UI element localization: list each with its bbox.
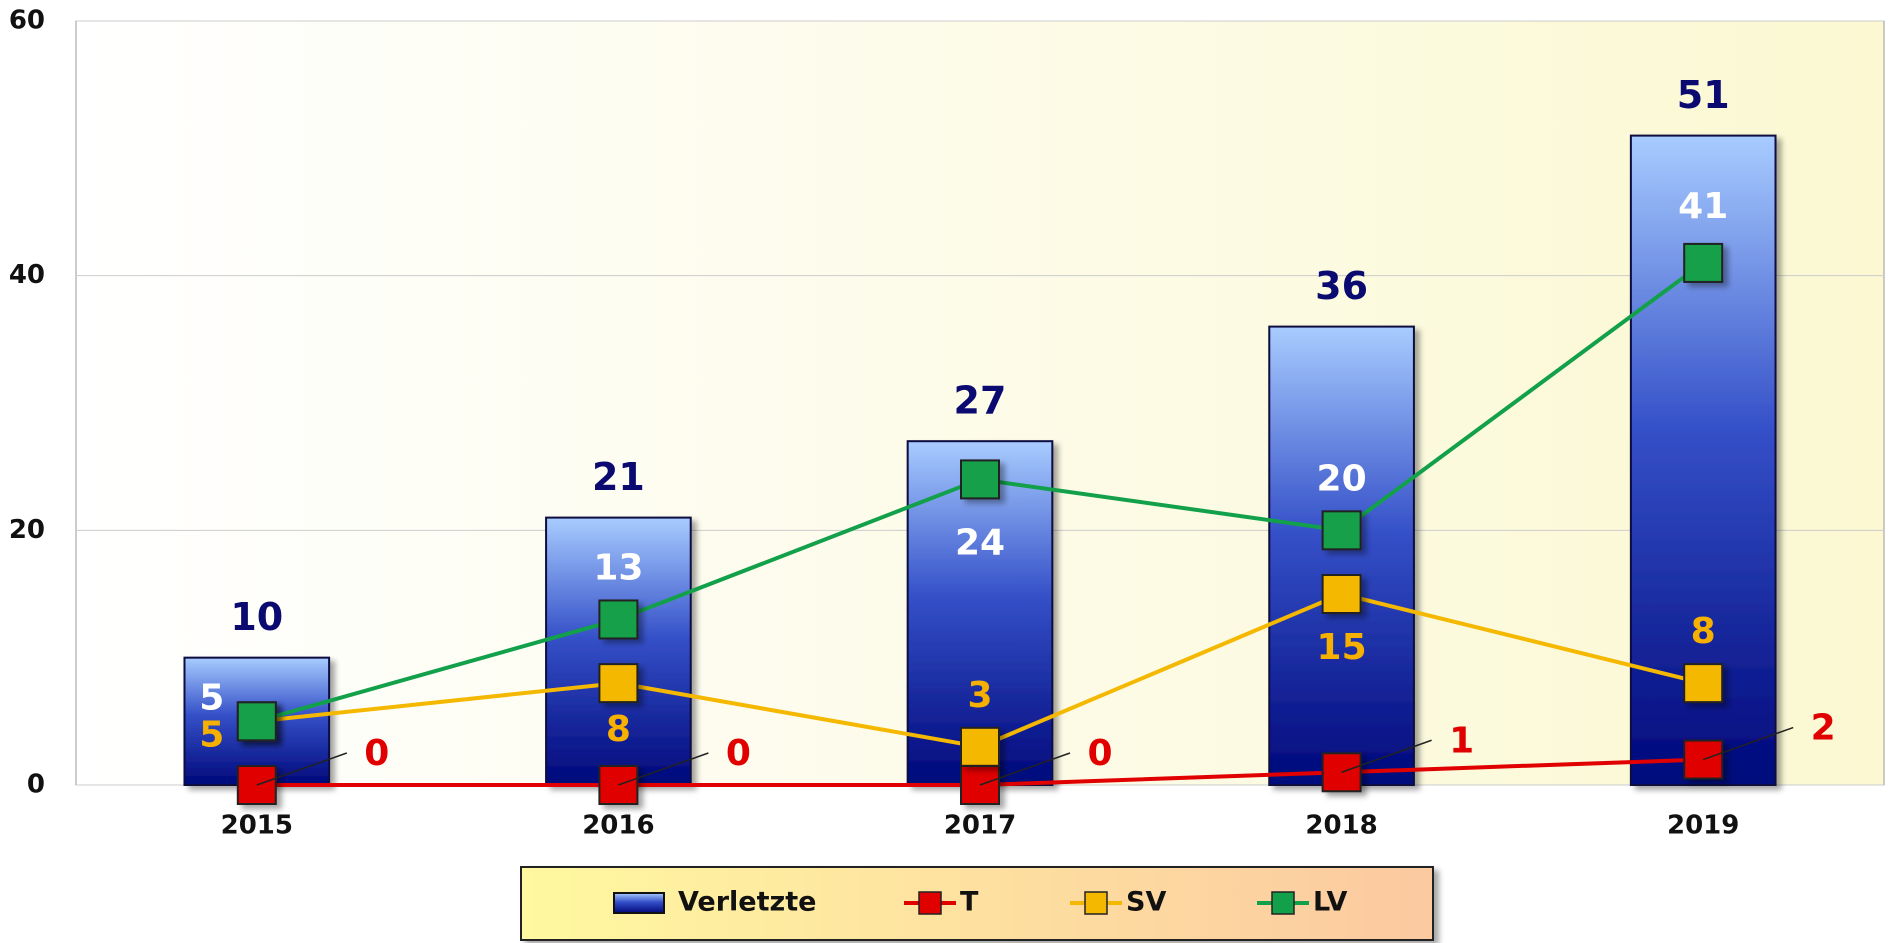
data-label: 20: [1317, 458, 1367, 499]
legend-label: Verletzte: [678, 887, 816, 918]
data-label: 0: [364, 733, 389, 774]
data-label: 0: [726, 733, 751, 774]
bar-value-label: 10: [230, 595, 283, 639]
legend-marker: [918, 891, 942, 915]
data-label: 5: [199, 714, 224, 755]
bar-value-label: 27: [954, 379, 1007, 423]
marker: [1683, 663, 1724, 704]
data-label: 13: [593, 547, 643, 588]
data-label: 3: [967, 675, 992, 716]
leader-line: [618, 752, 709, 786]
x-tick-label: 2018: [1305, 811, 1377, 841]
bar-value-label: 21: [592, 455, 645, 499]
legend-swatch: [613, 892, 665, 914]
y-tick-label: 60: [9, 6, 45, 36]
x-tick-label: 2016: [582, 811, 654, 841]
data-label: 8: [1691, 611, 1716, 652]
data-label: 41: [1678, 186, 1728, 227]
marker: [1321, 574, 1362, 614]
data-label: 8: [606, 709, 631, 750]
marker: [1683, 242, 1724, 283]
marker: [960, 459, 1000, 500]
marker: [598, 599, 639, 640]
leader-line: [256, 752, 348, 786]
bar: [545, 516, 692, 786]
bar-value-label: 36: [1315, 264, 1368, 308]
marker: [960, 726, 1000, 767]
data-label: 5: [199, 677, 224, 718]
data-label: 15: [1317, 627, 1367, 668]
legend-label: T: [960, 887, 979, 918]
legend-label: LV: [1313, 887, 1347, 918]
y-tick-label: 20: [9, 515, 45, 545]
leader-line: [1341, 739, 1432, 773]
legend-marker: [1084, 891, 1108, 915]
x-tick-label: 2015: [221, 811, 293, 841]
data-label: 0: [1087, 733, 1112, 774]
data-label: 24: [955, 522, 1005, 563]
bar: [1268, 325, 1415, 786]
data-label: 1: [1449, 720, 1474, 761]
y-tick-label: 0: [27, 770, 45, 800]
legend-label: SV: [1126, 887, 1166, 918]
x-tick-label: 2019: [1667, 811, 1739, 841]
legend-marker: [1271, 891, 1295, 915]
marker: [236, 701, 277, 742]
marker: [1321, 510, 1362, 551]
x-tick-label: 2017: [944, 811, 1016, 841]
marker: [598, 663, 639, 704]
data-label: 2: [1811, 708, 1836, 749]
leader-line: [1702, 726, 1794, 761]
bar-value-label: 51: [1677, 73, 1730, 117]
y-tick-label: 40: [9, 260, 45, 290]
leader-line: [979, 752, 1071, 786]
